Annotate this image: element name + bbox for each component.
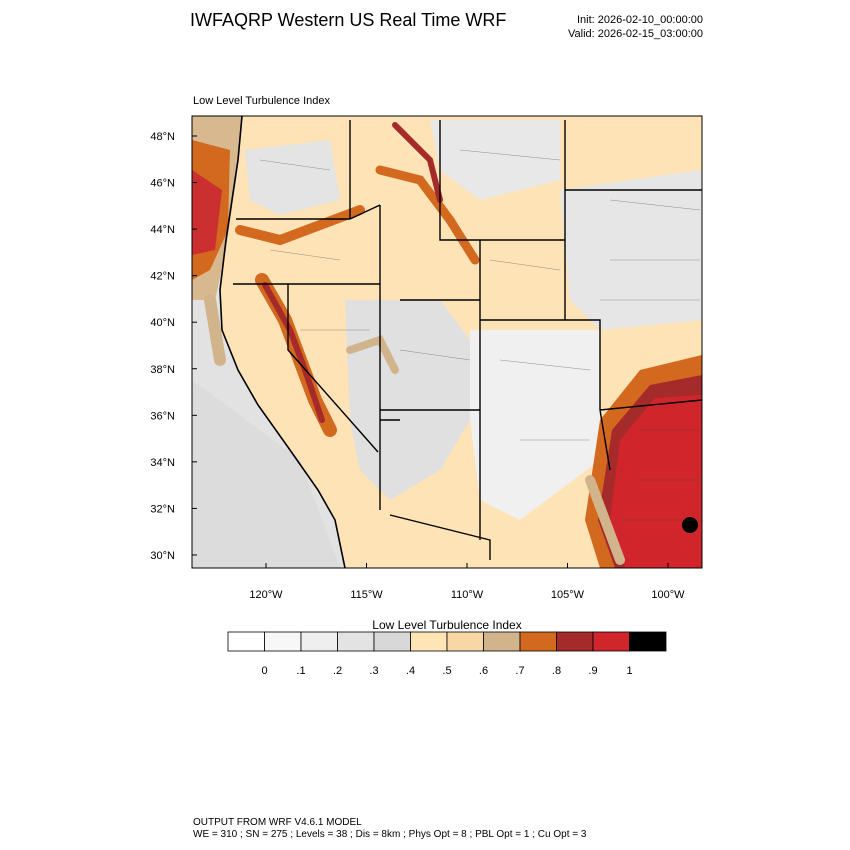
colorbar-box [227, 631, 265, 652]
lon-label: 105°W [551, 589, 585, 601]
colorbar-box [629, 631, 667, 652]
lat-label: 32°N [150, 503, 175, 515]
colorbar-box [446, 631, 484, 652]
lat-label: 42°N [150, 271, 175, 283]
lat-label: 40°N [150, 317, 175, 329]
colorbar-box [264, 631, 302, 652]
colorbar-label: .2 [333, 665, 342, 677]
lon-label: 120°W [249, 589, 283, 601]
lat-label: 38°N [150, 364, 175, 376]
footer-line: WE = 310 ; SN = 275 ; Levels = 38 ; Dis … [193, 829, 587, 840]
colorbar-label: .7 [515, 665, 524, 677]
colorbar-box [556, 631, 594, 652]
colorbar-label: 0 [261, 665, 267, 677]
colorbar-label: .6 [479, 665, 488, 677]
lon-label: 115°W [350, 589, 383, 601]
colorbar-box [337, 631, 375, 652]
colorbar-box [373, 631, 411, 652]
lat-label: 34°N [150, 457, 175, 469]
colorbar-label: .1 [296, 665, 305, 677]
colorbar-title: Low Level Turbulence Index [372, 618, 521, 632]
lat-label: 46°N [150, 178, 175, 190]
map-field [192, 116, 702, 568]
title: IWFAQRP Western US Real Time WRF [190, 10, 506, 30]
lat-label: 44°N [150, 224, 175, 236]
lon-label: 110°W [451, 589, 484, 601]
colorbar-label: 1 [626, 665, 632, 677]
lon-label: 100°W [651, 589, 685, 601]
map-title: Low Level Turbulence Index [193, 95, 330, 107]
colorbar-box [592, 631, 630, 652]
lat-label: 30°N [150, 550, 175, 562]
lat-label: 48°N [150, 131, 175, 143]
init-time: Init: 2026-02-10_00:00:00 [577, 14, 703, 26]
colorbar-label: .3 [369, 665, 378, 677]
colorbar-label: .5 [442, 665, 451, 677]
colorbar-label: .8 [552, 665, 561, 677]
colorbar-box [410, 631, 448, 652]
colorbar-box [483, 631, 521, 652]
valid-time: Valid: 2026-02-15_03:00:00 [568, 28, 703, 40]
colorbar-box [300, 631, 338, 652]
colorbar-label: .9 [588, 665, 597, 677]
map-frame [191, 115, 703, 569]
lat-label: 36°N [150, 410, 175, 422]
colorbar-label: .4 [406, 665, 415, 677]
footer-line: OUTPUT FROM WRF V4.6.1 MODEL [193, 817, 362, 828]
colorbar-box [519, 631, 557, 652]
